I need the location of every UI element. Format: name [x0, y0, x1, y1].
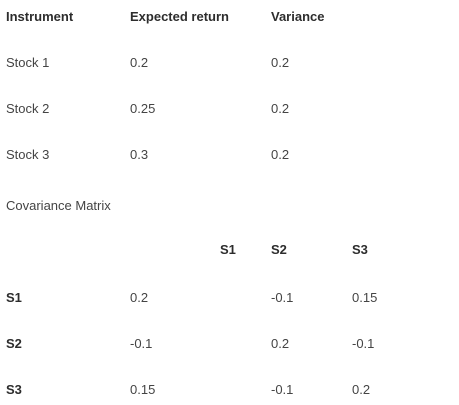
cov-s3-s1: 0.15: [130, 382, 156, 397]
header-instrument: Instrument: [6, 9, 74, 24]
row-stock-2-instrument: Stock 2: [6, 101, 50, 116]
row-stock-2-expected-return: 0.25: [130, 101, 156, 116]
row-stock-3-expected-return: 0.3: [130, 147, 149, 162]
cov-row-label-s3: S3: [6, 382, 22, 397]
covariance-matrix-title: Covariance Matrix: [6, 198, 111, 213]
cov-s1-s2: -0.1: [271, 290, 294, 305]
header-expected-return: Expected return: [130, 9, 229, 24]
cov-s2-s1: -0.1: [130, 336, 153, 351]
cov-col-header-s2: S2: [271, 242, 287, 257]
row-stock-1-variance: 0.2: [271, 55, 290, 70]
cov-row-label-s1: S1: [6, 290, 22, 305]
row-stock-3-instrument: Stock 3: [6, 147, 50, 162]
header-variance: Variance: [271, 9, 325, 24]
cov-col-header-s1: S1: [220, 242, 236, 257]
cov-s2-s2: 0.2: [271, 336, 290, 351]
cov-s2-s3: -0.1: [352, 336, 375, 351]
cov-s1-s3: 0.15: [352, 290, 378, 305]
row-stock-1-expected-return: 0.2: [130, 55, 149, 70]
cov-col-header-s3: S3: [352, 242, 368, 257]
cov-s1-s1: 0.2: [130, 290, 149, 305]
row-stock-2-variance: 0.2: [271, 101, 290, 116]
cov-s3-s2: -0.1: [271, 382, 294, 397]
row-stock-1-instrument: Stock 1: [6, 55, 50, 70]
cov-s3-s3: 0.2: [352, 382, 371, 397]
row-stock-3-variance: 0.2: [271, 147, 290, 162]
cov-row-label-s2: S2: [6, 336, 22, 351]
